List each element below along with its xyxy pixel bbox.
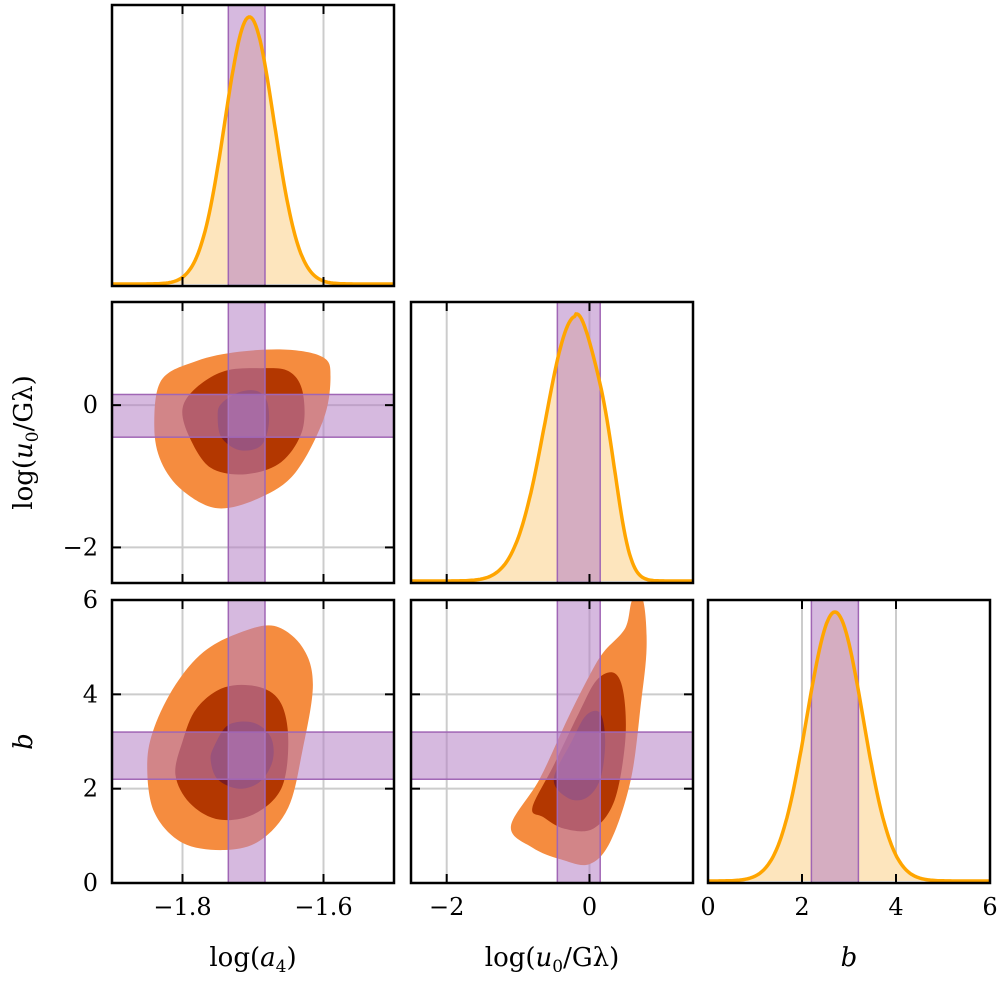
credible-band	[112, 393, 394, 438]
credible-band	[227, 302, 266, 583]
joint-panel-log_a4-b	[112, 600, 394, 883]
y-tick-label: −2	[63, 533, 98, 561]
x-tick-label: 0	[700, 893, 715, 921]
credible-band	[411, 731, 693, 780]
y-axis-label: b	[9, 733, 39, 750]
x-tick-label: −1.6	[294, 893, 352, 921]
marginal-curve	[112, 15, 394, 286]
y-axis-label: log(u0/Gλ)	[9, 375, 43, 510]
y-tick-label: 6	[83, 586, 98, 614]
panel-frame	[706, 598, 992, 885]
x-tick-label: 6	[982, 893, 997, 921]
y-tick-label: 0	[83, 869, 98, 897]
x-axis-label: log(u0/Gλ)	[485, 943, 620, 977]
x-tick-label: 2	[794, 893, 809, 921]
credible-band	[227, 5, 266, 286]
credible-band	[810, 600, 860, 883]
marginal-curve	[708, 610, 990, 883]
x-tick-label: −1.8	[153, 893, 211, 921]
x-tick-label: −2	[429, 893, 464, 921]
y-tick-label: 2	[83, 775, 98, 803]
joint-panel-log_u0_over_Glambda-b	[411, 600, 693, 883]
panel-frame	[110, 3, 396, 288]
marginal-panel-log_u0_over_Glambda	[411, 302, 693, 583]
x-axis-label: log(a4)	[209, 943, 296, 977]
y-tick-label: 0	[83, 391, 98, 419]
marginal-panel-b	[708, 600, 990, 883]
x-tick-label: 4	[888, 893, 903, 921]
panel-frame	[110, 300, 396, 585]
marginal-curve	[411, 312, 693, 583]
marginal-fill	[411, 314, 693, 581]
x-axis-label: b	[841, 943, 858, 973]
panel-frame	[409, 598, 695, 885]
x-tick-label: 0	[582, 893, 597, 921]
panel-frame	[110, 598, 396, 885]
joint-panel-log_a4-log_u0_over_Glambda	[112, 302, 394, 583]
marginal-panel-log_a4	[112, 5, 394, 286]
credible-band	[556, 302, 601, 583]
panel-frame	[409, 300, 695, 585]
credible-band	[112, 731, 394, 780]
y-tick-label: 4	[83, 680, 98, 708]
